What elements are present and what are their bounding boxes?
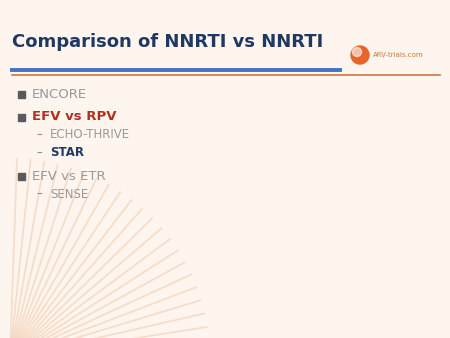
Text: EFV vs RPV: EFV vs RPV	[32, 111, 117, 123]
Text: ARV-trials.com: ARV-trials.com	[373, 52, 423, 58]
Text: Comparison of NNRTI vs NNRTI: Comparison of NNRTI vs NNRTI	[12, 33, 323, 51]
Text: –: –	[36, 128, 42, 142]
FancyBboxPatch shape	[18, 172, 25, 179]
FancyBboxPatch shape	[18, 91, 25, 97]
Text: –: –	[36, 188, 42, 200]
Text: STAR: STAR	[50, 146, 84, 160]
Text: –: –	[36, 146, 42, 160]
Text: SENSE: SENSE	[50, 188, 88, 200]
Text: EFV vs ETR: EFV vs ETR	[32, 169, 106, 183]
Circle shape	[351, 46, 369, 64]
FancyBboxPatch shape	[18, 114, 25, 121]
Text: ENCORE: ENCORE	[32, 88, 87, 100]
Text: ECHO-THRIVE: ECHO-THRIVE	[50, 128, 130, 142]
Circle shape	[352, 48, 361, 56]
